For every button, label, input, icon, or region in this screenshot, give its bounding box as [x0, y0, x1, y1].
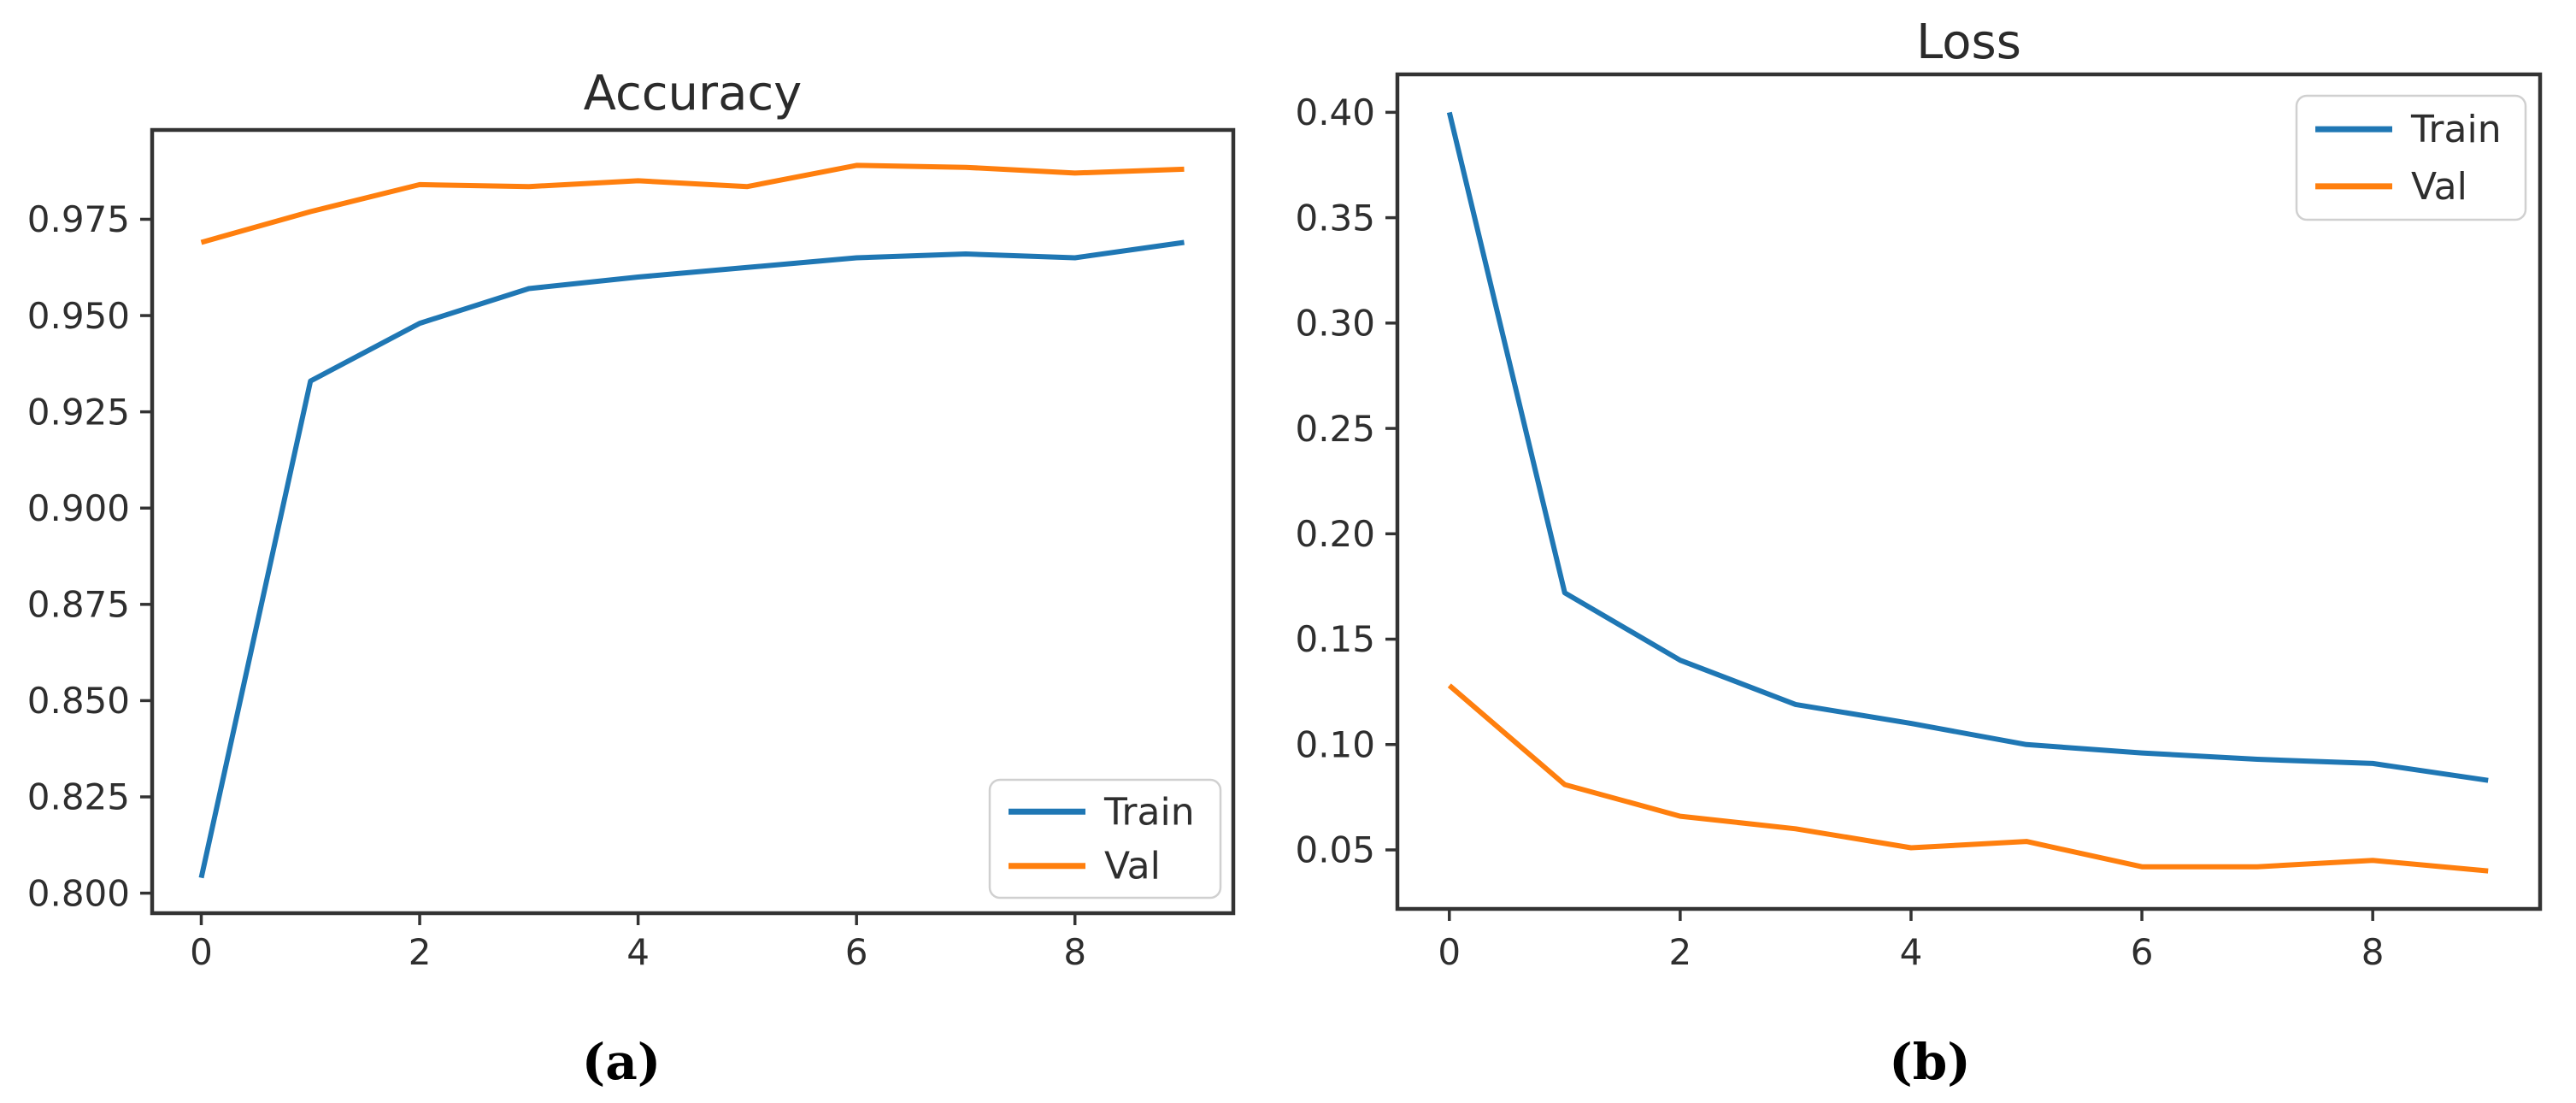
loss-legend-train-label: Train — [2410, 108, 2502, 151]
loss-x-tick-label: 6 — [2131, 931, 2154, 973]
loss-legend-val-label: Val — [2411, 165, 2467, 209]
accuracy-val-line — [200, 162, 1185, 245]
accuracy-chart: Accuracy 0.800 0.825 0.850 0.875 0.900 0.925 0… — [27, 66, 1236, 973]
accuracy-x-tick-label: 0 — [190, 931, 213, 973]
caption-b: (b) — [1889, 1033, 1970, 1091]
loss-x-tick-label: 0 — [1438, 931, 1461, 973]
accuracy-x-tick-label: 8 — [1063, 931, 1086, 973]
loss-legend: Train Val — [2295, 94, 2527, 221]
loss-x-tick-label: 4 — [1900, 931, 1923, 973]
accuracy-x-tick-label: 4 — [626, 931, 650, 973]
loss-y-tick-label: 0.05 — [1295, 829, 1375, 871]
loss-chart: Loss 0.05 0.10 0.15 0.20 0.25 0.30 0.35 0.40 0 2 4… — [1295, 15, 2543, 973]
accuracy-plot-border — [150, 127, 1236, 916]
loss-title: Loss — [1916, 15, 2021, 70]
loss-plot-border — [1395, 72, 2543, 911]
loss-y-tick-label: 0.15 — [1295, 618, 1375, 660]
loss-train-line — [1446, 111, 2489, 783]
caption-a: (a) — [582, 1033, 661, 1091]
loss-y-tick-label: 0.10 — [1295, 723, 1375, 765]
accuracy-y-tick-label: 0.850 — [27, 680, 130, 722]
accuracy-y-tick-label: 0.800 — [27, 872, 130, 914]
accuracy-train-line — [198, 239, 1185, 879]
accuracy-title: Accuracy — [584, 66, 803, 121]
loss-x-tick-label: 8 — [2361, 931, 2385, 973]
loss-y-tick-label: 0.35 — [1295, 197, 1375, 239]
loss-x-tick-label: 2 — [1669, 931, 1692, 973]
accuracy-legend-train-label: Train — [1103, 790, 1195, 834]
accuracy-x-tick-label: 6 — [845, 931, 868, 973]
loss-val-line — [1447, 683, 2489, 874]
loss-y-tick-label: 0.25 — [1295, 408, 1375, 450]
accuracy-y-tick-label: 0.900 — [27, 487, 130, 529]
accuracy-y-tick-label: 0.950 — [27, 295, 130, 337]
loss-y-tick-label: 0.40 — [1295, 91, 1375, 133]
loss-y-tick-label: 0.20 — [1295, 513, 1375, 555]
accuracy-y-tick-label: 0.975 — [27, 198, 130, 240]
accuracy-y-tick-label: 0.825 — [27, 776, 130, 818]
accuracy-x-tick-label: 2 — [409, 931, 432, 973]
accuracy-legend-val-label: Val — [1104, 845, 1161, 888]
accuracy-legend: Train Val — [988, 778, 1222, 900]
loss-y-tick-label: 0.30 — [1295, 303, 1375, 345]
accuracy-y-tick-label: 0.875 — [27, 584, 130, 626]
accuracy-y-tick-label: 0.925 — [27, 391, 130, 433]
